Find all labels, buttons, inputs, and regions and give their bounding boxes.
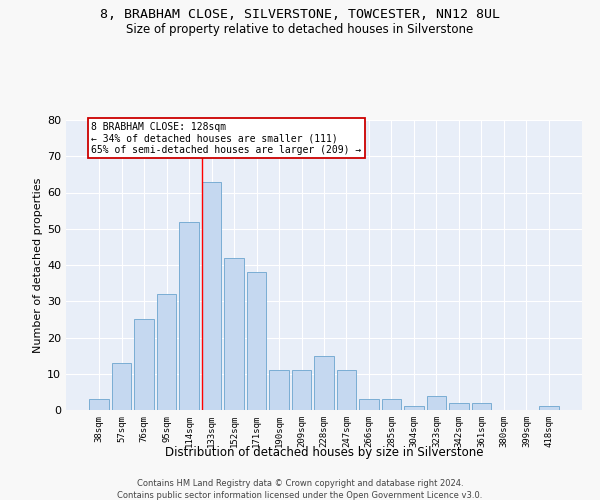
Bar xyxy=(179,222,199,410)
Bar xyxy=(292,370,311,410)
Bar xyxy=(202,182,221,410)
Text: Size of property relative to detached houses in Silverstone: Size of property relative to detached ho… xyxy=(127,22,473,36)
Bar xyxy=(314,356,334,410)
Text: Distribution of detached houses by size in Silverstone: Distribution of detached houses by size … xyxy=(165,446,483,459)
Bar xyxy=(247,272,266,410)
Y-axis label: Number of detached properties: Number of detached properties xyxy=(33,178,43,352)
Bar xyxy=(89,399,109,410)
Bar xyxy=(427,396,446,410)
Text: 8, BRABHAM CLOSE, SILVERSTONE, TOWCESTER, NN12 8UL: 8, BRABHAM CLOSE, SILVERSTONE, TOWCESTER… xyxy=(100,8,500,20)
Bar xyxy=(449,403,469,410)
Bar xyxy=(269,370,289,410)
Bar xyxy=(472,403,491,410)
Bar xyxy=(224,258,244,410)
Text: Contains HM Land Registry data © Crown copyright and database right 2024.: Contains HM Land Registry data © Crown c… xyxy=(137,480,463,488)
Bar xyxy=(337,370,356,410)
Bar xyxy=(112,363,131,410)
Bar xyxy=(382,399,401,410)
Text: Contains public sector information licensed under the Open Government Licence v3: Contains public sector information licen… xyxy=(118,490,482,500)
Text: 8 BRABHAM CLOSE: 128sqm
← 34% of detached houses are smaller (111)
65% of semi-d: 8 BRABHAM CLOSE: 128sqm ← 34% of detache… xyxy=(91,122,361,155)
Bar xyxy=(404,406,424,410)
Bar xyxy=(157,294,176,410)
Bar xyxy=(134,320,154,410)
Bar xyxy=(359,399,379,410)
Bar xyxy=(539,406,559,410)
